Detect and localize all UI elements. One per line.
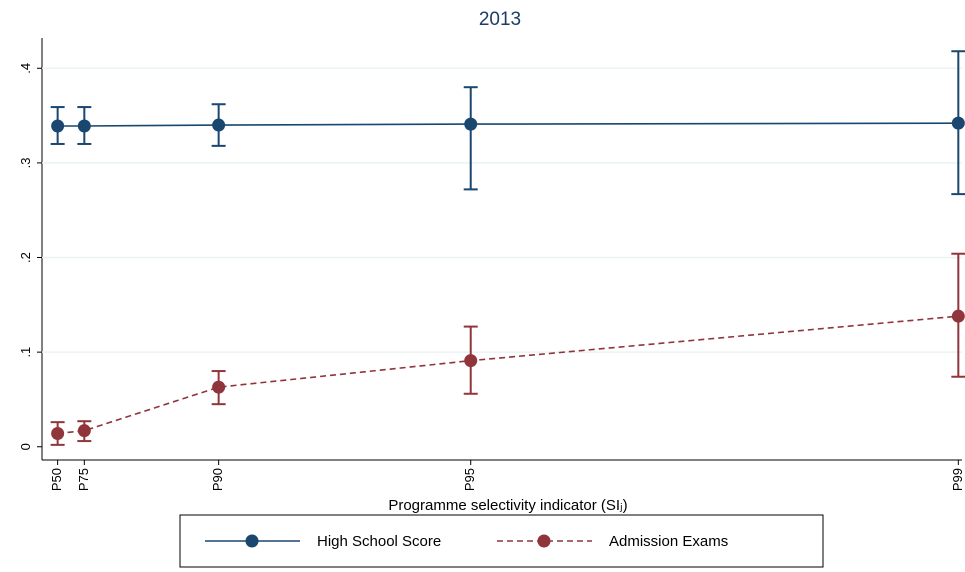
x-tick-label: P90 (210, 468, 225, 491)
error-bar (463, 86, 478, 191)
legend-label: High School Score (317, 533, 441, 550)
x-tick-label: P95 (462, 468, 477, 491)
series-line (57, 315, 959, 435)
marker (951, 309, 965, 323)
marker (77, 424, 91, 438)
x-tick-label: P99 (950, 468, 965, 491)
marker (51, 427, 65, 441)
series-line (57, 122, 959, 127)
legend-label: Admission Exams (609, 533, 728, 550)
y-tick-label: .3 (18, 157, 33, 168)
x-tick-label: P75 (76, 468, 91, 491)
marker (464, 354, 478, 368)
marker (212, 380, 226, 394)
y-tick-label: .4 (18, 63, 33, 74)
legend-marker (245, 534, 259, 548)
marker (51, 119, 65, 133)
y-tick-label: .2 (18, 252, 33, 263)
marker (464, 117, 478, 131)
x-tick-label: P50 (49, 468, 64, 491)
legend-marker (537, 534, 551, 548)
chart-title: 2013 (479, 9, 521, 30)
y-tick-label: .1 (18, 347, 33, 358)
y-tick-label: 0 (18, 443, 33, 450)
marker (212, 118, 226, 132)
x-axis-title: Programme selectivity indicator (SIⱼ) (388, 497, 627, 514)
marker (77, 119, 91, 133)
marker (951, 116, 965, 130)
